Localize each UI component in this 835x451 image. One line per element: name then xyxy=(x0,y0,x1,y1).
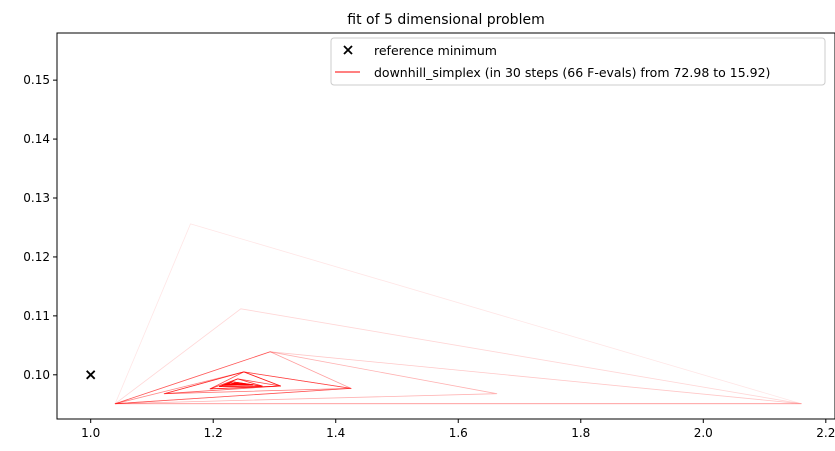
legend-x-marker xyxy=(343,45,353,55)
simplex-triangle-9 xyxy=(209,378,282,390)
y-tick-label: 0.11 xyxy=(23,309,50,323)
y-tick-label: 0.15 xyxy=(23,73,50,87)
x-tick-label: 1.2 xyxy=(204,426,223,440)
y-tick-label: 0.10 xyxy=(23,368,50,382)
chart-title: fit of 5 dimensional problem xyxy=(347,12,544,28)
y-tick-label: 0.14 xyxy=(23,132,50,146)
simplex-triangle-4 xyxy=(114,351,352,405)
simplex-triangle-15 xyxy=(228,383,245,385)
legend: reference minimum downhill_simplex (in 3… xyxy=(330,37,826,86)
x-tick-label: 1.6 xyxy=(449,426,468,440)
reference-minimum-marker xyxy=(86,370,96,380)
x-tick-label: 1.0 xyxy=(81,426,100,440)
x-tick-label: 1.8 xyxy=(571,426,590,440)
legend-frame xyxy=(330,37,826,86)
simplex-triangle-1 xyxy=(114,308,802,405)
simplex-triangle-0 xyxy=(114,223,802,405)
legend-label-simplex: downhill_simplex (in 30 steps (66 F-eval… xyxy=(374,65,770,80)
simplex-triangle-3 xyxy=(114,351,498,405)
x-axis-ticks: 1.0 1.2 1.4 1.6 1.8 2.0 2.2 xyxy=(81,419,835,440)
simplex-triangle-2 xyxy=(114,351,802,405)
x-tick-label: 2.2 xyxy=(816,426,835,440)
plot-frame xyxy=(56,32,835,420)
x-tick-label: 1.4 xyxy=(326,426,345,440)
y-tick-label: 0.12 xyxy=(23,250,50,264)
y-axis-ticks: 0.10 0.11 0.12 0.13 0.14 0.15 xyxy=(23,73,57,382)
legend-label-reference: reference minimum xyxy=(374,43,497,58)
x-tick-label: 2.0 xyxy=(694,426,713,440)
plot-content xyxy=(86,223,802,405)
y-tick-label: 0.13 xyxy=(23,191,50,205)
